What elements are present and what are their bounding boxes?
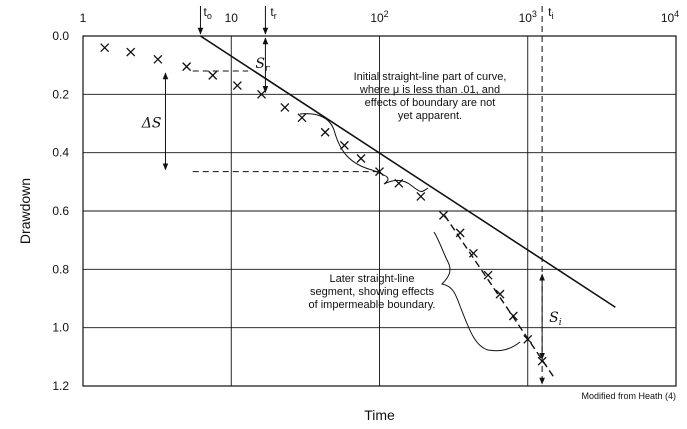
x-tick-label: 1 <box>80 11 87 25</box>
x-axis-label: Time <box>364 407 395 423</box>
si-label-subscript: i <box>559 318 562 328</box>
observation-point <box>438 210 448 220</box>
annotation-later-line: Later straight-line <box>330 273 415 285</box>
ti-label-subscript: i <box>551 11 553 21</box>
observation-point <box>208 70 218 80</box>
observation-stroke <box>416 191 426 201</box>
points-layer <box>100 43 547 366</box>
annotation-initial-line: Initial straight-line part of curve, <box>354 71 507 83</box>
delta-s-label: ΔS <box>141 116 162 132</box>
credit-note: Modified from Heath (4) <box>581 391 676 401</box>
tr-label-subscript: r <box>274 11 277 21</box>
sr-label: Sr <box>255 56 270 74</box>
tick-layer: 0.0 0.2 0.4 0.6 0.8 1.0 1.2 1 10 102 103 104 <box>52 9 679 393</box>
observation-point <box>100 43 110 53</box>
observation-stroke <box>483 270 493 280</box>
y-tick-label: 0.6 <box>52 204 69 218</box>
guides-layer: to tr Sr ti Si ΔS <box>141 5 562 385</box>
grid-layer <box>83 36 676 386</box>
x-tick-exponent: 2 <box>384 9 389 19</box>
y-tick-label: 0.2 <box>52 87 69 101</box>
observation-point <box>508 311 518 321</box>
x-tick-label: 102 <box>370 9 388 25</box>
observation-stroke <box>208 70 218 80</box>
annotation-initial: Initial straight-line part of curve,wher… <box>354 71 507 122</box>
sr-label-subscript: r <box>265 64 270 74</box>
annotation-initial-line: where μ is less than .01, and <box>359 84 500 96</box>
observation-point <box>126 47 136 57</box>
observation-stroke <box>232 81 242 91</box>
observation-point <box>320 127 330 137</box>
annotation-later-line: segment, showing effects <box>310 286 434 298</box>
observation-stroke <box>182 62 192 72</box>
observation-point <box>468 248 478 258</box>
observation-stroke <box>468 248 478 258</box>
observation-point <box>495 289 505 299</box>
y-tick-label: 1.0 <box>52 321 69 335</box>
later-straight-line <box>444 214 555 378</box>
observation-point <box>182 62 192 72</box>
observation-stroke <box>495 289 505 299</box>
observation-stroke <box>438 210 448 220</box>
observation-point <box>297 113 307 123</box>
observation-point <box>483 270 493 280</box>
observation-point <box>455 228 465 238</box>
initial-straight-line <box>200 35 616 308</box>
lines-layer <box>200 35 616 378</box>
x-tick-label: 104 <box>661 9 679 25</box>
x-tick-exponent: 4 <box>674 9 679 19</box>
y-tick-label: 0.0 <box>52 29 69 43</box>
observation-point <box>232 81 242 91</box>
observation-stroke <box>523 334 533 344</box>
annotation-initial-line: yet apparent. <box>398 110 462 122</box>
annotation-later-line: of impermeable boundary. <box>309 299 436 311</box>
observation-stroke <box>375 167 384 177</box>
y-tick-label: 1.2 <box>52 379 69 393</box>
observation-point <box>523 334 533 344</box>
brace-later <box>433 231 521 352</box>
annotation-initial-line: effects of boundary are not <box>365 97 496 109</box>
t0-label: to <box>203 5 211 21</box>
observation-stroke <box>153 54 163 64</box>
observation-point <box>416 191 426 201</box>
si-label: Si <box>549 310 562 328</box>
brace-initial <box>299 113 429 192</box>
observation-stroke <box>297 113 307 123</box>
observation-point <box>356 154 366 163</box>
observation-stroke <box>508 311 518 321</box>
t0-label-subscript: o <box>207 11 212 21</box>
y-axis-label: Drawdown <box>17 178 33 244</box>
observation-point <box>280 102 290 112</box>
observation-stroke <box>280 102 290 112</box>
x-tick-label: 103 <box>519 9 537 25</box>
observation-stroke <box>126 47 136 57</box>
x-tick-label: 10 <box>225 11 239 25</box>
ti-label: ti <box>548 5 553 21</box>
observation-point <box>153 54 163 64</box>
x-tick-exponent: 3 <box>532 9 537 19</box>
observation-stroke <box>356 154 366 163</box>
observation-stroke <box>100 43 110 53</box>
observation-stroke <box>455 228 465 238</box>
y-tick-label: 0.4 <box>52 146 69 160</box>
tr-label: tr <box>270 5 276 21</box>
observation-stroke <box>320 127 330 137</box>
y-tick-label: 0.8 <box>52 262 69 276</box>
